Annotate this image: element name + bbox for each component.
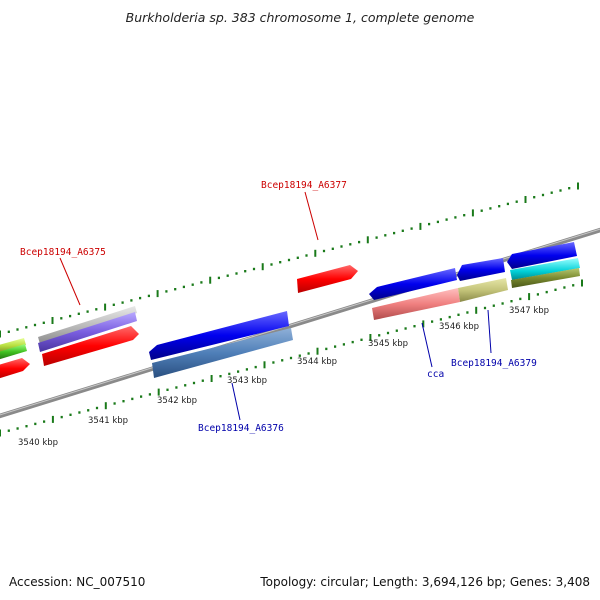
- gene-a6375: [38, 312, 137, 352]
- genome-summary-text: Topology: circular; Length: 3,694,126 bp…: [260, 575, 590, 589]
- gene-cca: [372, 288, 460, 320]
- accession-text: Accession: NC_007510: [9, 575, 146, 589]
- backbone-line: [0, 227, 600, 419]
- gene-a6377: [297, 265, 358, 293]
- gene-blue-mid: [369, 268, 457, 300]
- gene-a6379: [458, 278, 508, 302]
- map-title: Burkholderia sp. 383 chromosome 1, compl…: [125, 10, 475, 25]
- label-cca: cca: [427, 369, 444, 380]
- scale-label: 3543 kbp: [227, 376, 267, 386]
- scale-label: 3542 kbp: [157, 396, 197, 406]
- label-a6379: Bcep18194_A6379: [451, 358, 537, 369]
- scale-label: 3541 kbp: [88, 416, 128, 426]
- gene-moss: [511, 268, 580, 288]
- scale-label: 3545 kbp: [368, 339, 408, 349]
- backbone-highlight: [0, 228, 600, 416]
- gene-red-lower: [42, 326, 139, 366]
- gene-blue-right2: [507, 242, 577, 269]
- label-a6376: Bcep18194_A6376: [198, 423, 284, 434]
- gene-left-green: [0, 344, 27, 360]
- gene-blue-right1: [457, 258, 505, 281]
- gene-a6376-steel: [152, 328, 293, 378]
- leader-a6376: [231, 382, 241, 421]
- scale-label: 3546 kbp: [439, 322, 479, 332]
- gene-cyan: [510, 258, 580, 280]
- gene-left-lime: [0, 338, 26, 353]
- leader-a6379: [487, 309, 492, 354]
- scale-label: 3540 kbp: [18, 438, 58, 448]
- reverse-genes: [149, 242, 580, 378]
- gene-a6375-grey: [38, 306, 137, 344]
- lower-tick-row: [0, 279, 583, 437]
- label-a6375: Bcep18194_A6375: [20, 247, 106, 258]
- gene-left-red: [0, 358, 30, 379]
- forward-genes: [0, 265, 358, 379]
- gene-a6376: [149, 311, 289, 360]
- label-a6377: Bcep18194_A6377: [261, 180, 347, 191]
- upper-tick-row: [0, 182, 579, 338]
- leader-a6377: [304, 191, 319, 241]
- leader-a6375: [59, 257, 81, 306]
- leader-cca: [421, 322, 433, 368]
- scale-label: 3544 kbp: [297, 357, 337, 367]
- scale-label: 3547 kbp: [509, 306, 549, 316]
